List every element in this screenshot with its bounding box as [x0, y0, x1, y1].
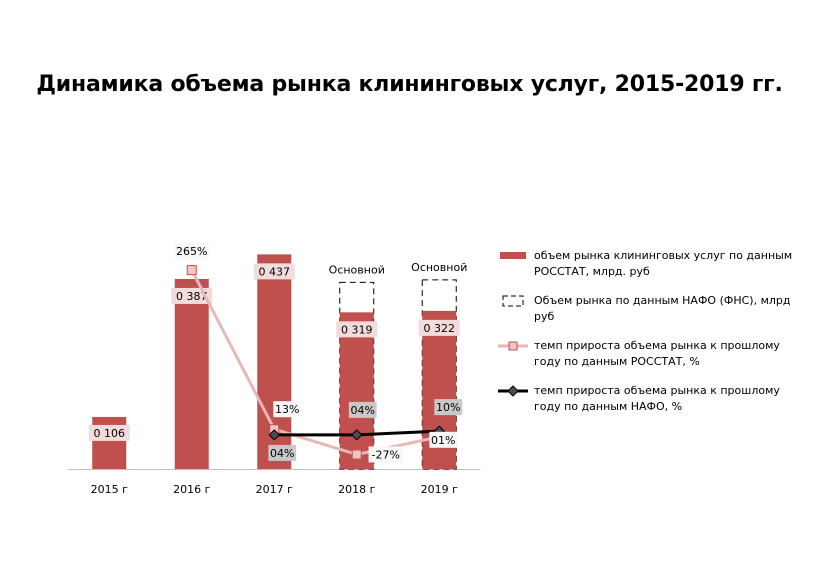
x-tick-label: 2016 г — [173, 483, 210, 496]
bar-rosstat-value-label: 0 387 — [176, 290, 208, 303]
legend-item-nafo-growth: темп прироста объема рынка к прошлому го… — [498, 383, 798, 414]
legend-item-rosstat-volume: объем рынка клининговых услуг по данным … — [498, 248, 798, 279]
line-rosstat-growth-label-bg — [273, 401, 302, 418]
x-tick-label: 2015 г — [91, 483, 128, 496]
legend-item-nafo-volume: Объем рынка по данным НАФО (ФНС), млрд р… — [498, 293, 798, 324]
bar-rosstat — [339, 312, 374, 469]
legend-label: объем рынка клининговых услуг по данным … — [534, 249, 793, 278]
line-nafo-growth-label: 04% — [270, 447, 294, 460]
legend-bar-dashed-icon — [502, 295, 524, 307]
line-rosstat-growth-label: -27% — [372, 448, 400, 461]
marker-rosstat-growth — [186, 265, 197, 276]
line-rosstat-growth-label-bg — [429, 431, 458, 448]
line-nafo-growth-label-bg — [268, 444, 297, 461]
marker-nafo-growth — [351, 429, 363, 441]
line-rosstat-growth-label-bg — [174, 243, 209, 260]
legend-label: темп прироста объема рынка к прошлому го… — [534, 339, 780, 368]
legend-line-black-icon — [498, 385, 528, 397]
line-rosstat-growth-label: 265% — [176, 245, 207, 258]
bar-rosstat-value-label-bg — [418, 319, 460, 336]
x-tick-label: 2018 г — [338, 483, 375, 496]
legend-label: темп прироста объема рынка к прошлому го… — [534, 384, 780, 413]
bar-rosstat-value-label-bg — [88, 424, 130, 441]
line-rosstat-growth-label-bg — [368, 446, 403, 463]
bar-rosstat — [92, 416, 127, 469]
legend-line-pink-icon — [498, 341, 528, 351]
line-nafo-growth-label-bg — [434, 399, 463, 416]
chart-legend: объем рынка клининговых услуг по данным … — [498, 248, 798, 428]
bar-rosstat — [174, 278, 209, 469]
x-tick-label: 2017 г — [256, 483, 293, 496]
chart-title: Динамика объема рынка клининговых услуг,… — [36, 72, 783, 97]
bar-rosstat-value-label: 0 106 — [94, 427, 126, 440]
bar-rosstat-value-label: 0 319 — [341, 323, 373, 336]
line-rosstat-growth-label: 13% — [275, 403, 299, 416]
line-rosstat-growth-label: 01% — [431, 434, 455, 447]
bar-nafo-label: Основной — [411, 261, 467, 274]
bar-rosstat-value-label: 0 322 — [424, 322, 456, 335]
line-rosstat-growth — [190, 269, 440, 457]
line-nafo-growth-label: 10% — [436, 401, 460, 414]
marker-rosstat-growth — [351, 449, 362, 460]
line-nafo-growth-label: 04% — [351, 404, 375, 417]
line-nafo-growth-label-bg — [348, 401, 377, 418]
bar-rosstat-value-label: 0 437 — [259, 265, 291, 278]
legend-bar-solid-icon — [500, 252, 526, 259]
marker-nafo-growth — [268, 429, 280, 441]
legend-item-rosstat-growth: темп прироста объема рынка к прошлому го… — [498, 338, 798, 369]
bar-nafo-label: Основной — [329, 263, 385, 276]
bar-rosstat-value-label-bg — [336, 321, 378, 338]
legend-label: Объем рынка по данным НАФО (ФНС), млрд р… — [534, 294, 791, 323]
bar-rosstat-value-label-bg — [253, 263, 295, 280]
x-tick-label: 2019 г — [421, 483, 458, 496]
